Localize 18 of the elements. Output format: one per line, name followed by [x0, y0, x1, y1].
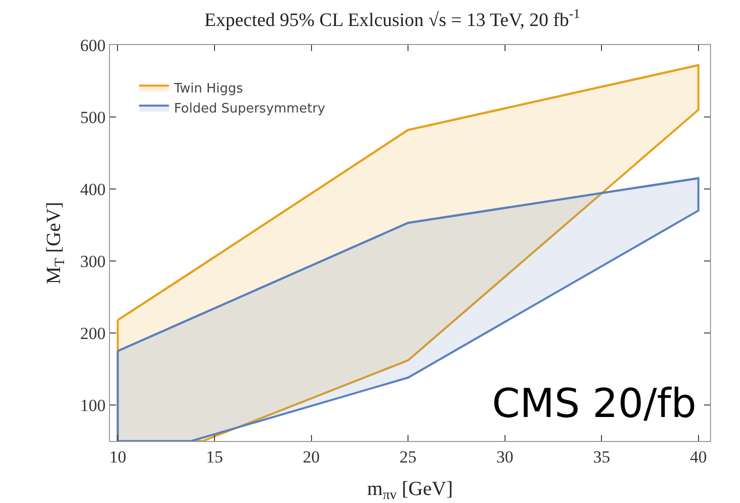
- legend-label: Folded Supersymmetry: [174, 102, 326, 117]
- y-tick-label: 500: [80, 108, 106, 127]
- y-tick-label: 100: [80, 396, 106, 415]
- y-tick-label: 600: [80, 36, 106, 55]
- y-tick-label: 400: [80, 180, 106, 199]
- y-tick-label: 200: [80, 324, 106, 343]
- x-axis-title: m$_{πv}$ [GeV]: [367, 478, 453, 503]
- x-tick-label: 20: [302, 447, 320, 466]
- x-tick-label: 15: [206, 447, 224, 466]
- x-tick-label: 35: [593, 447, 610, 466]
- x-tick-label: 30: [496, 447, 514, 466]
- legend-label: Twin Higgs: [173, 82, 244, 97]
- x-tick-label: 40: [690, 447, 707, 466]
- y-tick-label: 300: [80, 252, 106, 271]
- annotation: CMS 20/fb: [492, 381, 696, 427]
- x-tick-label: 10: [109, 447, 126, 466]
- chart-title: Expected 95% CL Exlcusion √s = 13 TeV, 20 fb$^{-1}$: [204, 6, 580, 31]
- x-tick-label: 25: [400, 447, 417, 466]
